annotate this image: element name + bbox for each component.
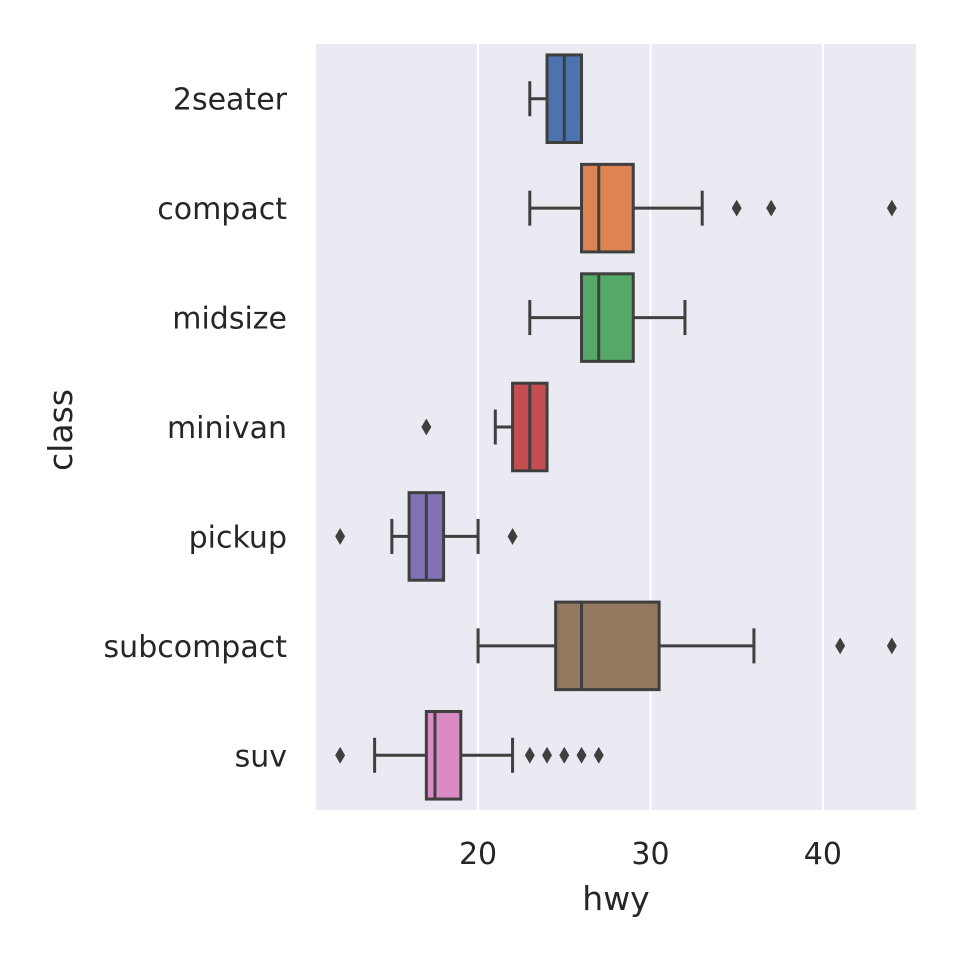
x-tick-labels: 20 30 40 — [459, 837, 842, 872]
box-pickup — [335, 491, 518, 582]
outlier-point — [886, 637, 897, 655]
x-axis-label: hwy — [582, 879, 649, 918]
outlier-point — [559, 746, 570, 764]
box-series — [335, 53, 897, 801]
y-tick-label-subcompact: subcompact — [104, 630, 288, 665]
outlier-point — [507, 528, 518, 545]
x-tick-label-20: 20 — [459, 837, 497, 872]
iqr-box — [580, 272, 635, 363]
box-compact — [528, 162, 897, 254]
x-tick-label-40: 40 — [804, 837, 842, 872]
box-subcompact — [476, 600, 897, 692]
outlier-point — [593, 746, 604, 764]
iqr-box — [580, 162, 635, 254]
outlier-point — [576, 746, 587, 764]
y-tick-labels: 2seater compact midsize minivan pickup subcom… — [104, 83, 288, 775]
outlier-point — [886, 199, 897, 217]
outlier-point — [731, 199, 742, 217]
outlier-point — [335, 528, 346, 545]
iqr-box — [554, 600, 661, 692]
y-axis-label: class — [41, 389, 80, 471]
outlier-point — [335, 746, 346, 764]
outlier-point — [766, 199, 777, 217]
plot-background — [316, 44, 916, 810]
outlier-point — [524, 746, 535, 764]
outlier-point — [421, 418, 432, 436]
y-tick-label-compact: compact — [157, 192, 287, 227]
y-tick-label-minivan: minivan — [167, 411, 287, 446]
box-suv — [335, 710, 604, 801]
x-tick-label-30: 30 — [631, 837, 669, 872]
y-tick-label-2seater: 2seater — [173, 83, 288, 118]
iqr-box — [424, 710, 463, 801]
y-tick-label-midsize: midsize — [172, 302, 287, 337]
box-2seater — [528, 53, 584, 144]
outlier-point — [835, 637, 846, 655]
box-midsize — [528, 272, 687, 363]
outlier-point — [542, 746, 552, 764]
y-tick-label-suv: suv — [235, 739, 287, 774]
box-minivan — [421, 381, 549, 473]
y-tick-label-pickup: pickup — [189, 520, 287, 555]
